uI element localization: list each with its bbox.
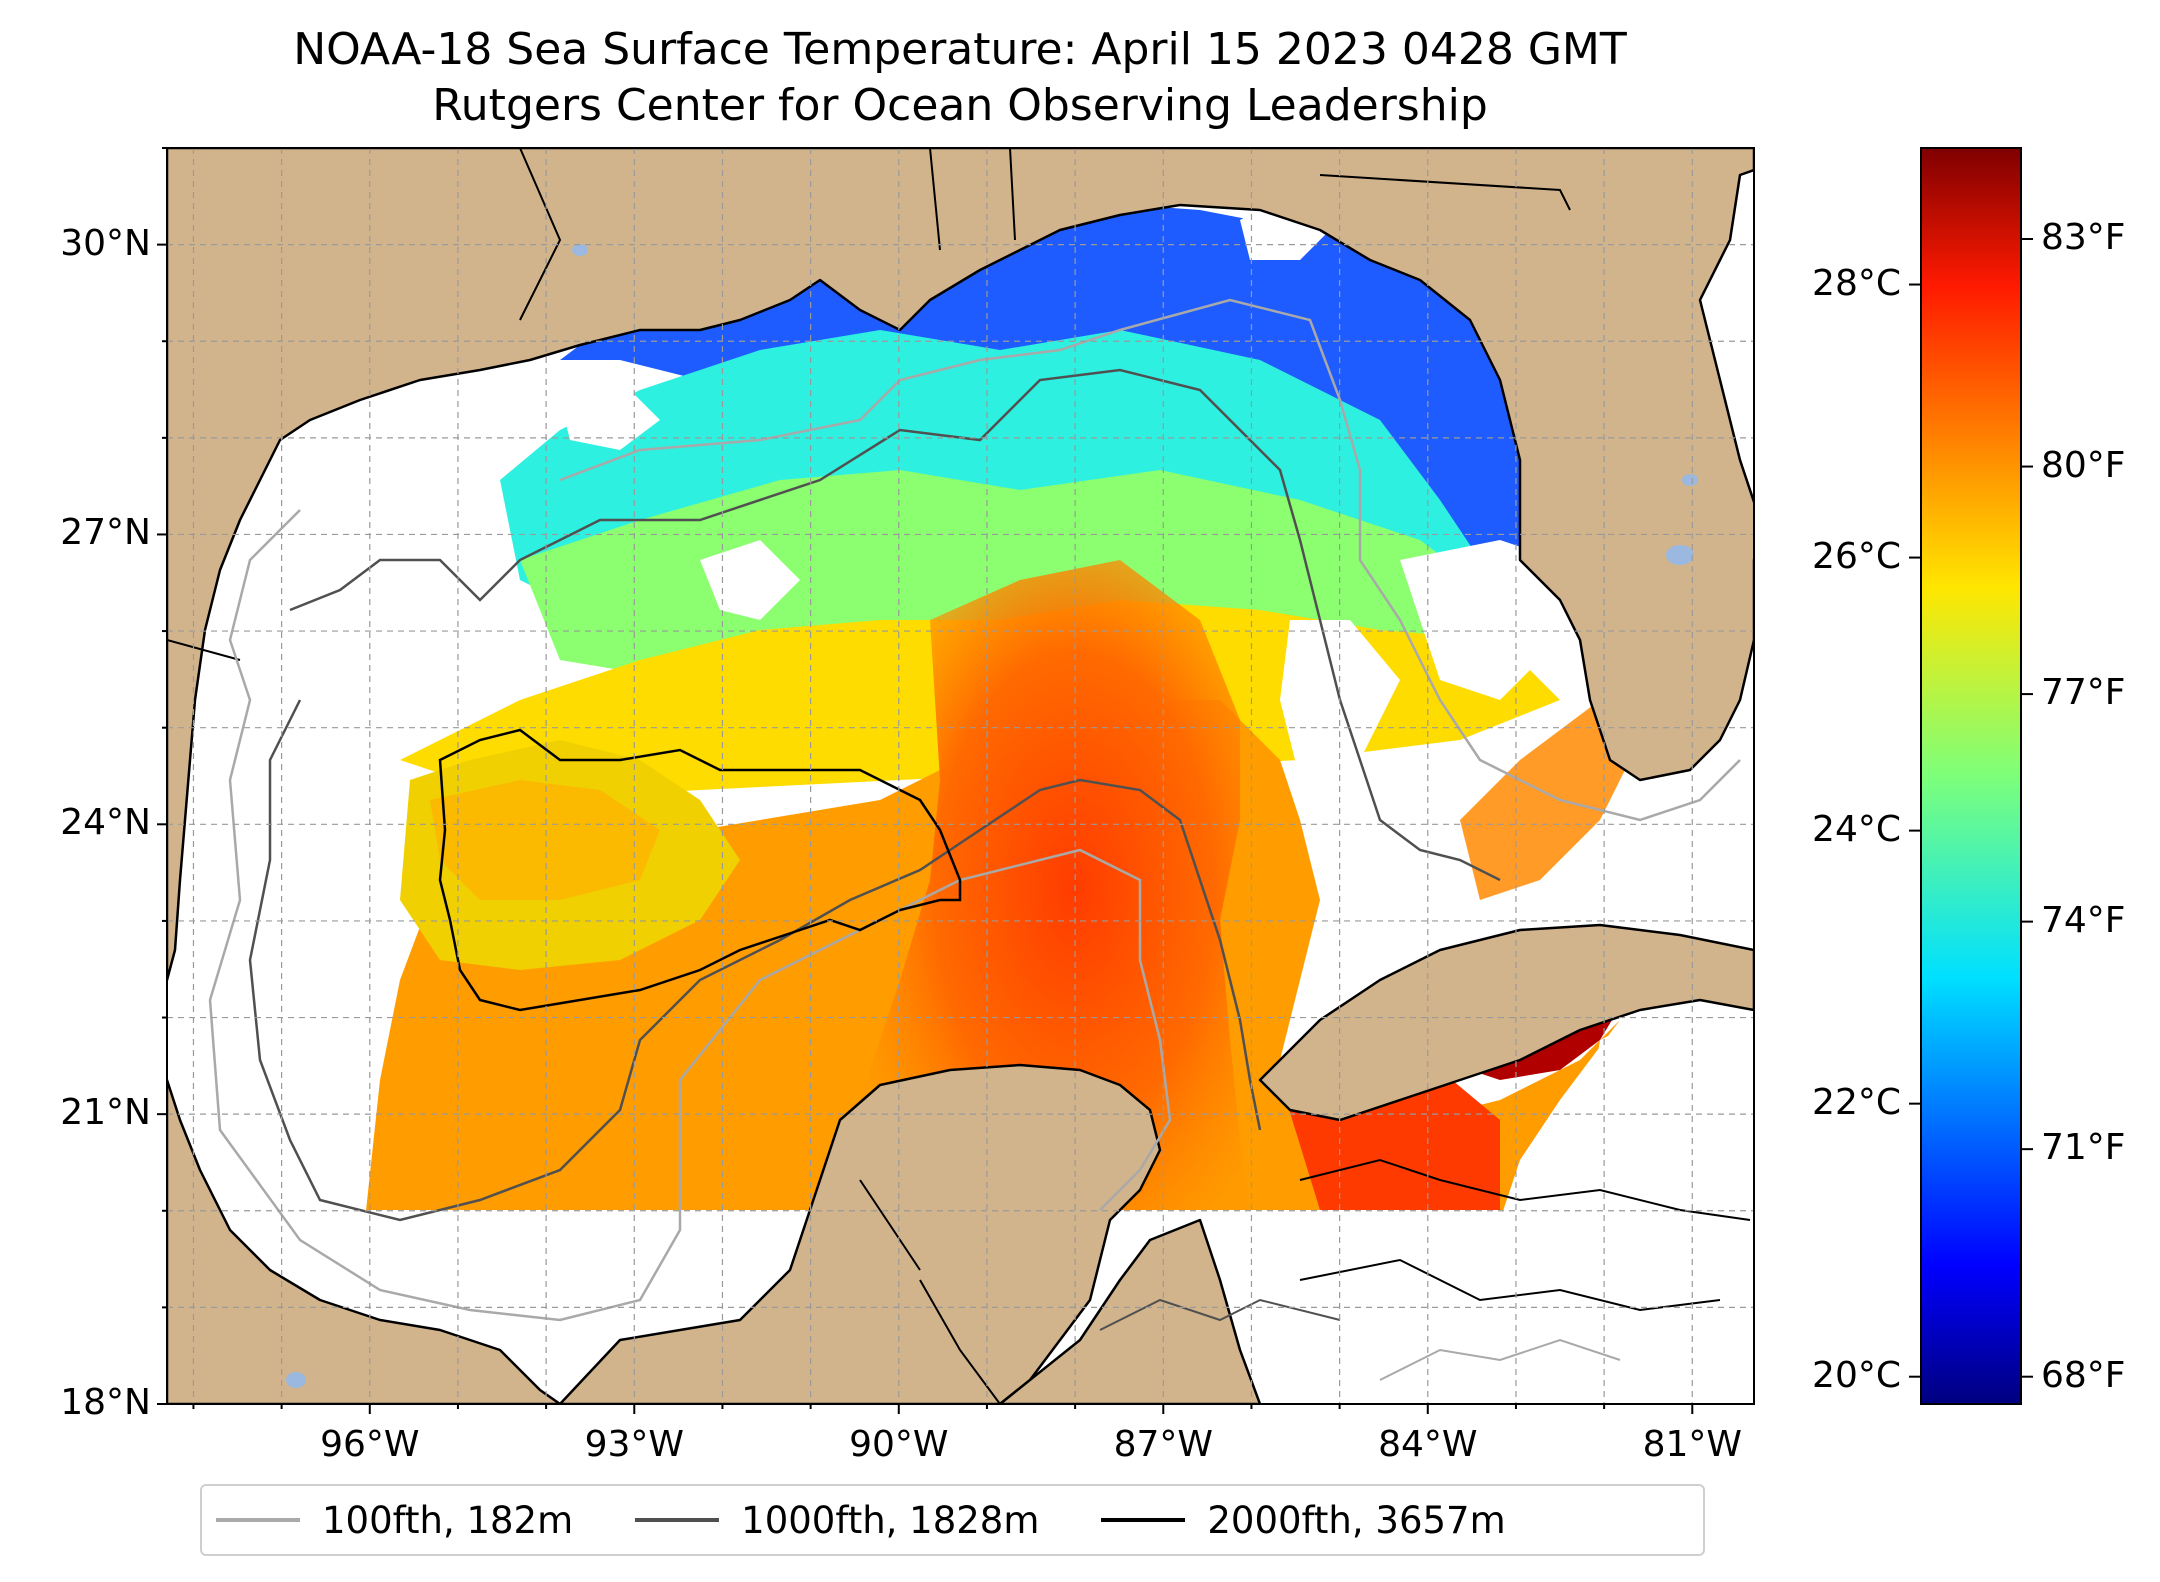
colorbar-fahrenheit-label: 83°F [2041,217,2126,258]
lon-tick-label: 84°W [1378,1424,1478,1465]
colorbar-fahrenheit-label: 71°F [2041,1127,2126,1169]
contour-100fth [559,298,1741,822]
legend-line-100fth [216,1518,300,1522]
colorbar-fahrenheit-label: 80°F [2041,444,2126,486]
map-title: NOAA-18 Sea Surface Temperature: April 1… [293,24,1627,75]
contour-1000fth [289,368,1501,882]
bathymetry-contours [208,298,1751,1381]
legend-label-1000fth: 1000fth, 1828m [741,1498,1040,1542]
colorbar-fahrenheit-label: 74°F [2041,899,2126,941]
axis-ticks [157,147,1694,1414]
colorbar-ticks [1909,238,2033,1378]
colorbar-celsius-label: 24°C [1812,808,1901,850]
colorbar-celsius-label: 20°C [1812,1354,1901,1396]
colorbar-fahrenheit-label: 77°F [2041,672,2126,714]
lat-tick-label: 30°N [60,222,151,264]
legend-entry: 2000fth, 3657m [1101,1498,1506,1542]
colorbar-celsius-label: 26°C [1812,535,1901,577]
lat-tick-label: 21°N [60,1092,151,1134]
lat-tick-label: 24°N [60,802,151,844]
lon-tick-label: 81°W [1642,1424,1742,1465]
contour-100fth [1379,1338,1621,1381]
colorbar-fahrenheit-label: 68°F [2041,1354,2126,1396]
map-frame [166,147,1755,1405]
lat-tick-label: 27°N [60,512,151,554]
lon-tick-label: 93°W [584,1424,684,1465]
legend-line-2000fth [1101,1518,1186,1522]
legend-line-1000fth [635,1518,720,1522]
legend-entry: 100fth, 182m [216,1499,573,1542]
contour-2000fth [1299,1158,1751,1221]
map-subtitle: Rutgers Center for Ocean Observing Leade… [432,80,1488,131]
colorbar-celsius-label: 28°C [1812,262,1901,304]
lon-tick-label: 90°W [849,1424,949,1465]
lat-tick-label: 18°N [60,1382,151,1423]
legend-entry: 1000fth, 1828m [635,1499,1039,1542]
legend-label-100fth: 100fth, 182m [322,1498,574,1542]
contour-100fth [208,509,1172,1322]
colorbar [1920,147,2022,1405]
contour-2000fth [1299,1258,1721,1312]
gridlines [167,148,1754,1404]
contour-legend: 100fth, 182m 1000fth, 1828m 2000fth, 365… [200,1484,1705,1556]
sst-field [167,190,1754,1404]
contour-2000fth [438,728,962,1012]
legend-label-2000fth: 2000fth, 3657m [1207,1498,1506,1542]
map-plot-area [167,148,1754,1404]
colorbar-celsius-label: 22°C [1812,1081,1901,1123]
land [167,148,1754,1404]
contour-1000fth [1099,1298,1341,1331]
lon-tick-label: 96°W [320,1424,420,1465]
lon-tick-label: 87°W [1113,1424,1213,1465]
lakes [286,244,1698,1388]
contour-1000fth [248,699,1262,1222]
